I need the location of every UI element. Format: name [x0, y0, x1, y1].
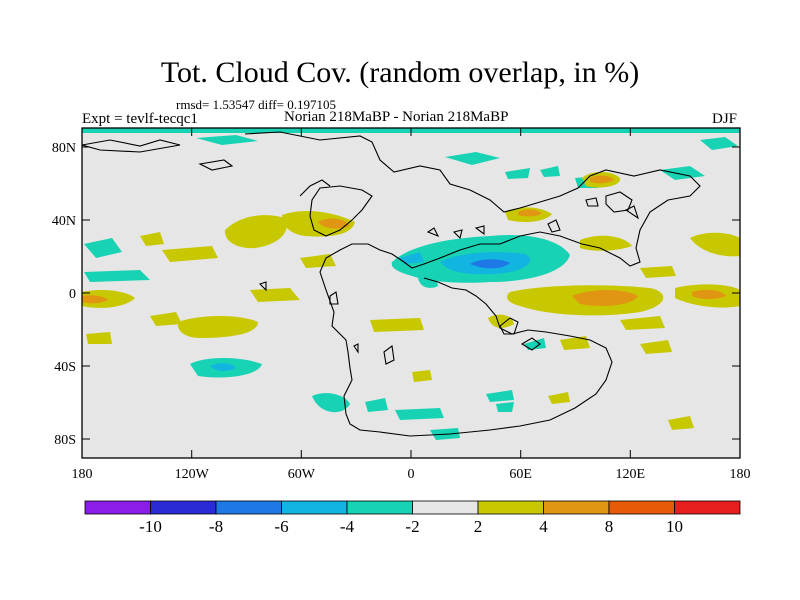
colorbar-label: 2: [474, 517, 483, 536]
lat-label: 0: [69, 287, 76, 302]
anomaly-region: [690, 232, 740, 257]
anomaly-region: [418, 277, 438, 288]
anomaly-region: [370, 318, 424, 332]
lat-label: 40N: [52, 214, 76, 229]
anomaly-region: [572, 290, 638, 306]
anomaly-region: [400, 252, 424, 264]
comparison-label: Norian 218MaBP - Norian 218MaBP: [284, 109, 509, 125]
anomaly-region: [84, 270, 150, 282]
colorbar-label: -6: [274, 517, 288, 536]
lon-label: 60E: [509, 467, 532, 482]
anomaly-region: [196, 135, 258, 145]
anomaly-region: [162, 246, 218, 262]
colorbar-label: 4: [539, 517, 548, 536]
anomaly-region: [210, 363, 236, 371]
anomaly-region: [486, 390, 514, 402]
anomaly-region: [470, 259, 510, 269]
anomaly-region: [620, 316, 665, 330]
anomaly-region: [312, 393, 350, 413]
colorbar-label: -4: [340, 517, 355, 536]
colorbar-label: -8: [209, 517, 223, 536]
anomaly-region: [318, 218, 350, 229]
anomaly-region: [640, 340, 672, 354]
anomaly-region: [224, 215, 287, 249]
anomaly-region: [505, 168, 530, 179]
season-label: DJF: [712, 111, 738, 127]
colorbar-label: -2: [405, 517, 419, 536]
colorbar-swatch: [674, 500, 741, 515]
lon-tick-marks: [81, 128, 741, 458]
anomaly-region: [84, 238, 122, 258]
colorbar-label: -10: [139, 517, 162, 536]
anomaly-region: [445, 152, 500, 165]
colorbar-swatch: [608, 500, 675, 515]
anomaly-region: [395, 408, 444, 420]
colorbar-swatch: [346, 500, 413, 515]
lat-label: 80S: [54, 433, 76, 448]
plot-title: Tot. Cloud Cov. (random overlap, in %): [160, 56, 640, 89]
anomaly-region: [250, 288, 300, 302]
colorbar-label: 10: [666, 517, 683, 536]
colorbar-swatch: [215, 500, 282, 515]
anomaly-region: [488, 314, 514, 328]
anomaly-region: [660, 166, 705, 180]
anomaly-region: [365, 398, 388, 412]
anomaly-region: [150, 312, 182, 326]
anomaly-region: [82, 290, 135, 308]
anomaly-region: [692, 289, 726, 299]
statistics-label: rmsd= 1.53547 diff= 0.197105: [176, 97, 336, 112]
anomaly-region: [86, 332, 112, 344]
anomaly-region: [548, 392, 570, 404]
lon-label: 0: [408, 467, 415, 482]
colorbar-swatch: [543, 500, 610, 515]
anomaly-region: [496, 402, 514, 412]
colorbar-swatch: [281, 500, 348, 515]
colorbar-swatch: [477, 500, 544, 515]
lon-label: 120W: [175, 467, 210, 482]
anomaly-region: [668, 416, 694, 430]
experiment-label: Expt = tevlf-tecqc1: [82, 111, 198, 127]
coastline: [82, 131, 701, 437]
anomaly-region: [140, 232, 164, 246]
anomaly-region: [560, 336, 590, 350]
lon-label: 180: [72, 467, 93, 482]
colorbar-label: 8: [605, 517, 614, 536]
anomaly-region: [590, 175, 614, 184]
lat-label: 40S: [54, 360, 76, 375]
anomaly-region: [540, 166, 560, 177]
anomaly-region: [82, 295, 108, 304]
colorbar-swatch: [150, 500, 217, 515]
anomaly-region: [282, 210, 355, 237]
anomaly-region: [412, 370, 432, 382]
colorbar-swatch: [84, 500, 151, 515]
anomaly-region: [177, 316, 258, 338]
colorbar: [84, 500, 741, 515]
anomaly-region: [518, 209, 542, 217]
lat-label: 80N: [52, 141, 76, 156]
lat-tick-marks: [82, 146, 740, 440]
lon-label: 180: [730, 467, 751, 482]
colorbar-swatch: [412, 500, 479, 515]
anomaly-region: [524, 338, 546, 350]
anomaly-region: [700, 137, 738, 150]
anomaly-region: [580, 235, 632, 251]
lon-label: 120E: [616, 467, 646, 482]
lon-label: 60W: [288, 467, 316, 482]
anomaly-region: [640, 266, 676, 278]
